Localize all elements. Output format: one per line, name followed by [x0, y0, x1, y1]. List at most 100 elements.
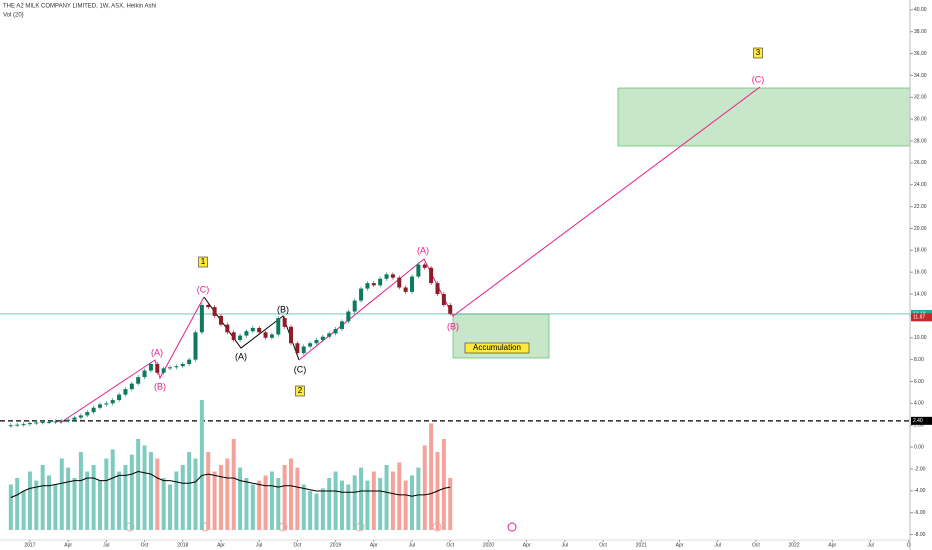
- y-tick-label: 8.00: [914, 357, 924, 363]
- candle: [91, 407, 96, 413]
- wave-label: (B): [447, 321, 459, 331]
- y-tick-label: -4.00: [914, 488, 926, 494]
- volume-bar: [8, 484, 13, 530]
- volume-bar: [410, 475, 415, 530]
- volume-bar: [397, 462, 402, 530]
- x-tick-label: 2018: [177, 542, 188, 548]
- candle: [289, 326, 294, 344]
- volume-bar: [333, 471, 338, 530]
- volume-bar: [40, 465, 45, 530]
- y-tick-label: 2.00: [914, 423, 924, 429]
- x-tick-label: Jul: [256, 542, 262, 548]
- volume-bar: [66, 467, 71, 530]
- volume-bar: [212, 471, 217, 530]
- volume-bar: [301, 484, 306, 530]
- volume-bar: [97, 480, 102, 530]
- volume-bar: [187, 452, 192, 530]
- volume-bar: [117, 471, 122, 530]
- candle: [352, 300, 357, 312]
- y-tick-label: 10.00: [914, 335, 927, 341]
- x-tick-label: Apr: [370, 542, 378, 548]
- volume-bar: [365, 480, 370, 530]
- volume-bar: [142, 445, 147, 530]
- y-tick-label: 0.00: [914, 444, 924, 450]
- wave-label: (B): [154, 381, 166, 391]
- candle: [47, 421, 52, 423]
- volume-bar: [34, 480, 39, 530]
- candle: [123, 389, 128, 395]
- candle: [193, 332, 198, 360]
- candle: [378, 278, 383, 286]
- x-tick-label: Oct: [599, 542, 607, 548]
- annotation-box: [198, 256, 208, 268]
- volume-bar: [308, 491, 313, 530]
- volume-bar: [422, 445, 427, 530]
- volume-bar: [104, 458, 109, 530]
- y-tick-label: 6.00: [914, 379, 924, 385]
- candle: [174, 366, 179, 368]
- volume-bar: [21, 491, 26, 530]
- x-tick-label: 2021: [636, 542, 647, 548]
- candle: [155, 364, 160, 373]
- candle: [410, 276, 415, 292]
- chart-title: THE A2 MILK COMPANY LIMITED, 1W, ASX, He…: [3, 4, 156, 10]
- candle: [359, 288, 364, 301]
- x-tick-label: Apr: [676, 542, 684, 548]
- volume-legend: Vol (20): [3, 13, 24, 19]
- volume-bar: [403, 480, 408, 530]
- volume-bar: [174, 471, 179, 530]
- volume-bar: [225, 458, 230, 530]
- y-tick-label: 16.00: [914, 270, 927, 276]
- volume-bar: [85, 471, 90, 530]
- candle: [282, 318, 287, 327]
- volume-bar: [244, 478, 249, 530]
- candle: [97, 404, 102, 408]
- wave-label: (A): [235, 351, 247, 361]
- volume-bar: [384, 465, 389, 530]
- volume-bar: [27, 471, 32, 530]
- wave-label: (A): [417, 245, 429, 255]
- wave-label: (A): [151, 347, 163, 357]
- x-tick-label: Jul: [714, 542, 720, 548]
- x-tick-label: Jul: [562, 542, 568, 548]
- candle: [346, 311, 351, 322]
- candle: [206, 304, 211, 308]
- x-tick-label: 2020: [483, 542, 494, 548]
- wave-label: 3: [756, 48, 761, 57]
- wave-label: 2: [298, 386, 303, 395]
- volume-bar: [91, 465, 96, 530]
- y-tick-label: 34.00: [914, 73, 927, 79]
- x-tick-label: 2017: [24, 542, 35, 548]
- candle: [403, 287, 408, 292]
- volume-bar: [289, 458, 294, 530]
- candle: [110, 400, 115, 404]
- x-tick-label: Oct: [141, 542, 149, 548]
- volume-bar: [231, 439, 236, 530]
- price-tag-label: 11.87: [913, 315, 925, 321]
- candle: [85, 412, 90, 416]
- y-tick-label: 26.00: [914, 160, 927, 166]
- y-tick-label: 30.00: [914, 116, 927, 122]
- candle: [212, 307, 217, 316]
- volume-bar: [78, 452, 83, 530]
- candle: [314, 339, 319, 344]
- candle: [257, 327, 262, 333]
- volume-bar: [295, 467, 300, 530]
- y-tick-label: 32.00: [914, 95, 927, 101]
- volume-ma: [10, 470, 451, 498]
- candle: [320, 336, 325, 340]
- candle: [231, 332, 236, 340]
- y-tick-label: 20.00: [914, 226, 927, 232]
- candle: [66, 419, 71, 421]
- candle: [40, 421, 45, 423]
- volume-bar: [257, 480, 262, 530]
- x-tick-label: Oct: [752, 542, 760, 548]
- volume-bar: [390, 471, 395, 530]
- candle: [263, 332, 268, 338]
- candle: [397, 277, 402, 288]
- candle: [390, 274, 395, 278]
- candle: [104, 403, 109, 405]
- x-tick-label: Oct: [446, 542, 454, 548]
- volume-bar: [352, 475, 357, 530]
